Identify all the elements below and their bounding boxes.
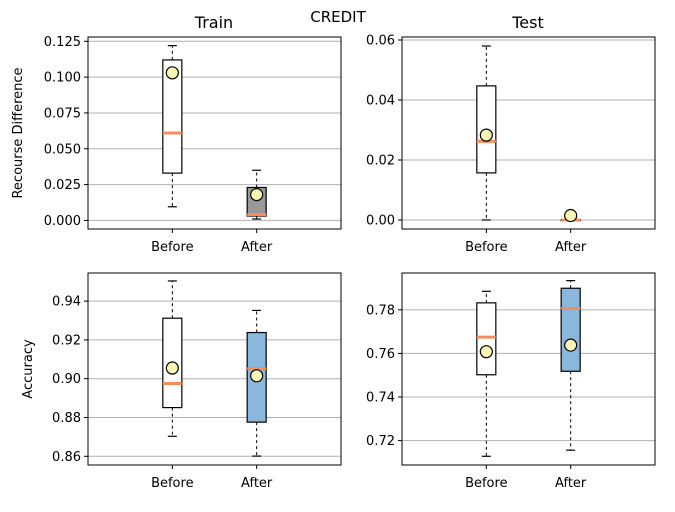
y-tick-label: 0.74 bbox=[366, 391, 395, 406]
axes-frame bbox=[87, 272, 342, 466]
y-tick-label: 0.100 bbox=[44, 71, 81, 86]
y-tick-label: 0.92 bbox=[52, 333, 81, 348]
box-after bbox=[246, 169, 267, 220]
y-tick-label: 0.000 bbox=[44, 214, 81, 229]
figure-title: CREDIT bbox=[310, 8, 366, 26]
y-tick-label: 0.90 bbox=[52, 372, 81, 387]
y-tick-label: 0.78 bbox=[366, 303, 395, 318]
axes-frame bbox=[401, 36, 656, 230]
y-tick-label: 0.86 bbox=[52, 450, 81, 465]
y-tick-label: 0.125 bbox=[44, 35, 81, 50]
axes-frame bbox=[87, 36, 342, 230]
box-iqr bbox=[162, 59, 183, 174]
mean-marker bbox=[564, 338, 578, 352]
y-tick-label: 0.88 bbox=[52, 411, 81, 426]
mean-marker bbox=[250, 188, 264, 202]
box-before bbox=[162, 44, 183, 208]
panel-train-accuracy: 0.86 0.88 0.90 0.92 0.94 Before After Accuracy bbox=[21, 272, 342, 491]
y-tick-label: 0.025 bbox=[44, 178, 81, 193]
box-before bbox=[476, 290, 497, 457]
box-after bbox=[246, 309, 267, 457]
y-tick-label: 0.050 bbox=[44, 142, 81, 157]
box-before bbox=[476, 45, 497, 221]
panel-train-recourse: 0.000 0.025 0.050 0.075 0.100 0.125 Before Afte… bbox=[11, 35, 342, 255]
box-after bbox=[560, 280, 581, 451]
y-tick-label: 0.72 bbox=[366, 434, 395, 449]
x-tick-label: Before bbox=[151, 240, 194, 255]
panel-test-recourse: 0.00 0.02 0.04 0.06 Before After bbox=[366, 34, 656, 255]
x-tick-label: After bbox=[241, 476, 273, 491]
box-before bbox=[162, 280, 183, 437]
mean-marker bbox=[165, 66, 179, 80]
y-tick-label: 0.00 bbox=[366, 214, 395, 229]
panels: 0.000 0.025 0.050 0.075 0.100 0.125 Before Afte… bbox=[11, 34, 656, 491]
panel-test-accuracy: 0.72 0.74 0.76 0.78 Before After bbox=[366, 272, 656, 491]
x-tick-label: Before bbox=[465, 476, 508, 491]
x-tick-label: After bbox=[555, 240, 587, 255]
y-tick-label: 0.075 bbox=[44, 106, 81, 121]
box-after bbox=[560, 208, 581, 223]
y-tick-label: 0.06 bbox=[366, 34, 395, 49]
column-title-train: Train bbox=[194, 13, 233, 32]
y-tick-label: 0.76 bbox=[366, 347, 395, 362]
y-tick-label: 0.02 bbox=[366, 154, 395, 169]
mean-marker bbox=[564, 208, 578, 223]
x-tick-label: After bbox=[241, 240, 273, 255]
x-tick-label: Before bbox=[151, 476, 194, 491]
mean-marker bbox=[479, 345, 493, 359]
mean-marker bbox=[250, 369, 264, 383]
axes-frame bbox=[401, 272, 656, 466]
y-tick-label: 0.04 bbox=[366, 94, 395, 109]
x-tick-label: After bbox=[555, 476, 587, 491]
box-iqr bbox=[476, 302, 497, 376]
box-iqr bbox=[560, 287, 581, 372]
x-tick-label: Before bbox=[465, 240, 508, 255]
mean-marker bbox=[479, 128, 493, 142]
mean-marker bbox=[165, 361, 179, 375]
column-title-test: Test bbox=[511, 13, 544, 32]
y-tick-label: 0.94 bbox=[52, 295, 81, 310]
y-axis-label: Recourse Difference bbox=[11, 67, 26, 198]
y-axis-label: Accuracy bbox=[21, 339, 36, 399]
